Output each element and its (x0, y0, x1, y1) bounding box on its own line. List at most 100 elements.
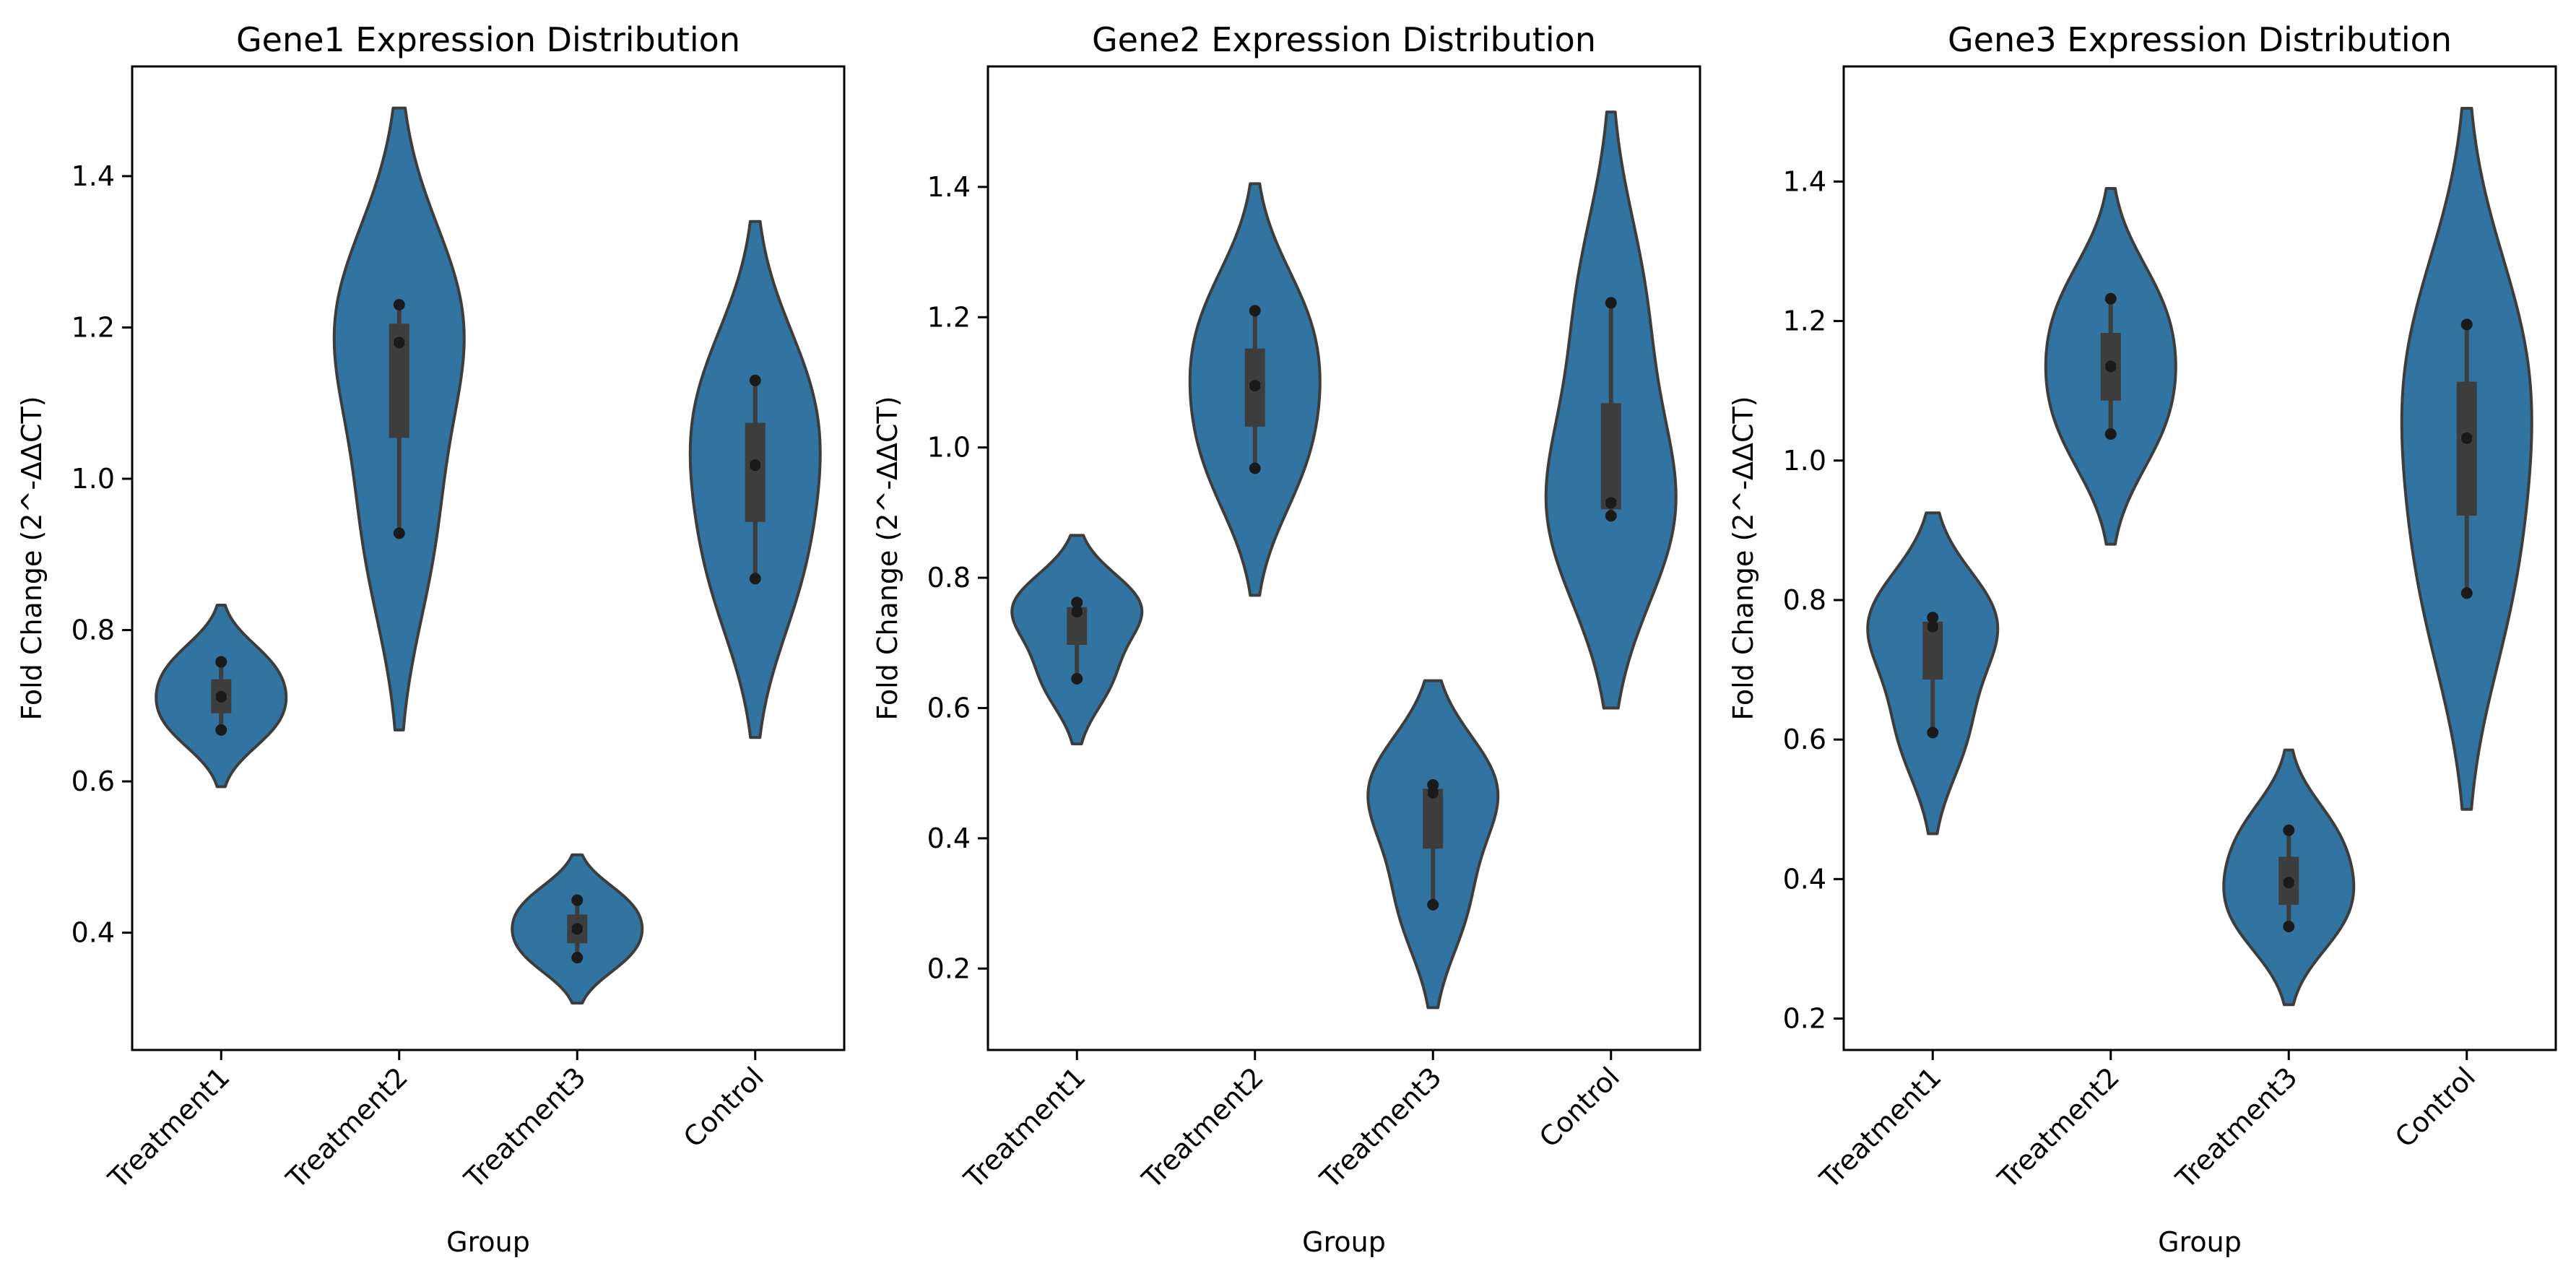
data-point (1605, 510, 1617, 522)
gene2-violin-treatment2 (1188, 182, 1322, 597)
data-point (215, 690, 227, 703)
gene2-x-tick-label-control: Control (1533, 1061, 1626, 1153)
gene2-panel: 0.20.40.60.81.01.21.4 Treatment1 Treatmen… (872, 20, 1701, 1258)
gene1-plot-area (131, 65, 846, 1051)
data-point (1427, 898, 1439, 911)
gene2-y-tick-label: 1.2 (927, 301, 971, 333)
data-point (215, 656, 227, 668)
data-point (749, 374, 761, 386)
gene3-y-tick-label: 1.4 (1783, 165, 1826, 197)
gene2-violin-treatment3 (1366, 679, 1500, 1010)
gene3-y-tick-label: 1.2 (1783, 305, 1826, 337)
gene3-y-axis-label: Fold Change (2^-ΔΔCT) (1727, 396, 1759, 720)
gene1-y-axis-label: Fold Change (2^-ΔΔCT) (16, 396, 48, 720)
data-point (1927, 612, 1939, 624)
gene3-chart-title: Gene3 Expression Distribution (1948, 20, 2452, 59)
gene1-panel: 0.40.60.81.01.21.4 Treatment1 Treatment2 T… (16, 20, 846, 1258)
gene2-chart-title: Gene2 Expression Distribution (1092, 20, 1596, 59)
data-point (571, 894, 584, 906)
gene3-violin-treatment3 (2222, 748, 2356, 1007)
gene1-y-tick-label: 0.4 (71, 917, 115, 949)
gene2-plot-area (986, 65, 1701, 1051)
data-point (2283, 824, 2295, 836)
gene1-x-axis: Treatment1 Treatment2 Treatment3 Control (102, 1050, 770, 1195)
gene3-y-tick-label: 0.6 (1783, 724, 1826, 755)
gene1-x-tick-label-treatment1: Treatment1 (102, 1061, 236, 1195)
gene2-x-axis: Treatment1 Treatment2 Treatment3 Control (958, 1050, 1626, 1195)
data-point (215, 724, 227, 736)
data-point (749, 459, 761, 472)
gene3-x-axis-label: Group (2158, 1226, 2242, 1258)
data-point (1249, 305, 1261, 317)
gene2-violin-treatment1 (1010, 534, 1144, 746)
data-point (393, 337, 405, 349)
gene3-x-tick-label-treatment3: Treatment3 (2169, 1061, 2304, 1195)
gene1-y-tick-label: 1.0 (71, 463, 115, 495)
gene3-violin-treatment2 (2044, 187, 2177, 546)
data-point (2460, 318, 2473, 331)
gene1-y-tick-label: 1.2 (71, 311, 115, 343)
gene1-violin-control (688, 220, 822, 739)
data-point (571, 923, 584, 935)
gene2-y-tick-label: 0.2 (927, 952, 971, 984)
data-point (1927, 726, 1939, 739)
gene1-y-tick-label: 0.6 (71, 765, 115, 797)
gene1-violin-treatment3 (511, 853, 644, 1005)
data-point (1605, 497, 1617, 509)
gene1-x-tick-label-control: Control (677, 1061, 770, 1153)
data-point (749, 573, 761, 585)
data-point (1071, 672, 1083, 685)
gene1-x-axis-label: Group (446, 1226, 530, 1258)
gene3-y-tick-label: 1.0 (1783, 445, 1826, 477)
gene3-y-tick-label: 0.8 (1783, 584, 1826, 616)
gene3-x-axis: Treatment1 Treatment2 Treatment3 Control (1813, 1050, 2481, 1195)
iqr-box (745, 422, 766, 522)
gene1-x-tick-label-treatment3: Treatment3 (458, 1061, 592, 1195)
data-point (393, 527, 405, 539)
gene1-y-axis: 0.4 0.6 0.8 1.0 1.2 1.4 (71, 160, 132, 949)
gene1-x-tick-label-treatment2: Treatment2 (279, 1061, 414, 1195)
gene1-violins (155, 106, 822, 1005)
gene3-x-tick-label-control: Control (2389, 1061, 2481, 1153)
gene2-x-tick-label-treatment1: Treatment1 (958, 1061, 1092, 1195)
gene3-y-tick-label: 0.4 (1783, 863, 1826, 895)
gene2-x-axis-label: Group (1302, 1226, 1386, 1258)
data-point (1427, 778, 1439, 791)
gene1-y-tick-label: 0.8 (71, 615, 115, 646)
gene3-panel: 0.20.40.60.81.01.21.4 Treatment1 Treatmen… (1727, 20, 2557, 1258)
gene2-x-tick-label-treatment2: Treatment2 (1135, 1061, 1270, 1195)
gene1-violin-treatment1 (155, 603, 288, 789)
gene2-violins (1010, 110, 1678, 1010)
gene3-x-tick-label-treatment2: Treatment2 (1991, 1061, 2125, 1195)
gene2-y-tick-label: 1.4 (927, 171, 971, 203)
data-point (2283, 877, 2295, 889)
gene2-y-axis-label: Fold Change (2^-ΔΔCT) (872, 396, 903, 720)
gene2-y-tick-label: 0.4 (927, 823, 971, 854)
gene1-chart-title: Gene1 Expression Distribution (236, 20, 740, 59)
gene2-y-tick-label: 0.6 (927, 692, 971, 724)
data-point (2283, 921, 2295, 933)
iqr-box (1600, 403, 1621, 510)
gene3-violin-control (2400, 106, 2533, 811)
gene2-y-tick-label: 0.8 (927, 562, 971, 594)
gene2-x-tick-label-treatment3: Treatment3 (1314, 1061, 1448, 1195)
gene3-y-axis: 0.2 0.4 0.6 0.8 1.0 1.2 1.4 (1783, 165, 1844, 1035)
gene3-violin-treatment1 (1866, 511, 2000, 836)
gene3-x-tick-label-treatment1: Treatment1 (1813, 1061, 1948, 1195)
data-point (1249, 379, 1261, 391)
data-point (2104, 428, 2117, 440)
gene2-violin-control (1544, 110, 1678, 710)
data-point (2104, 360, 2117, 373)
iqr-box (1423, 789, 1444, 849)
gene2-y-axis: 0.2 0.4 0.6 0.8 1.0 1.2 1.4 (927, 171, 988, 984)
data-point (1249, 462, 1261, 474)
data-point (393, 299, 405, 311)
data-point (1605, 297, 1617, 309)
gene1-violin-treatment2 (332, 106, 466, 732)
data-point (1071, 596, 1083, 609)
gene1-y-tick-label: 1.4 (71, 160, 115, 192)
iqr-box (2456, 381, 2477, 516)
data-point (2460, 432, 2473, 444)
gene2-y-tick-label: 1.0 (927, 432, 971, 464)
